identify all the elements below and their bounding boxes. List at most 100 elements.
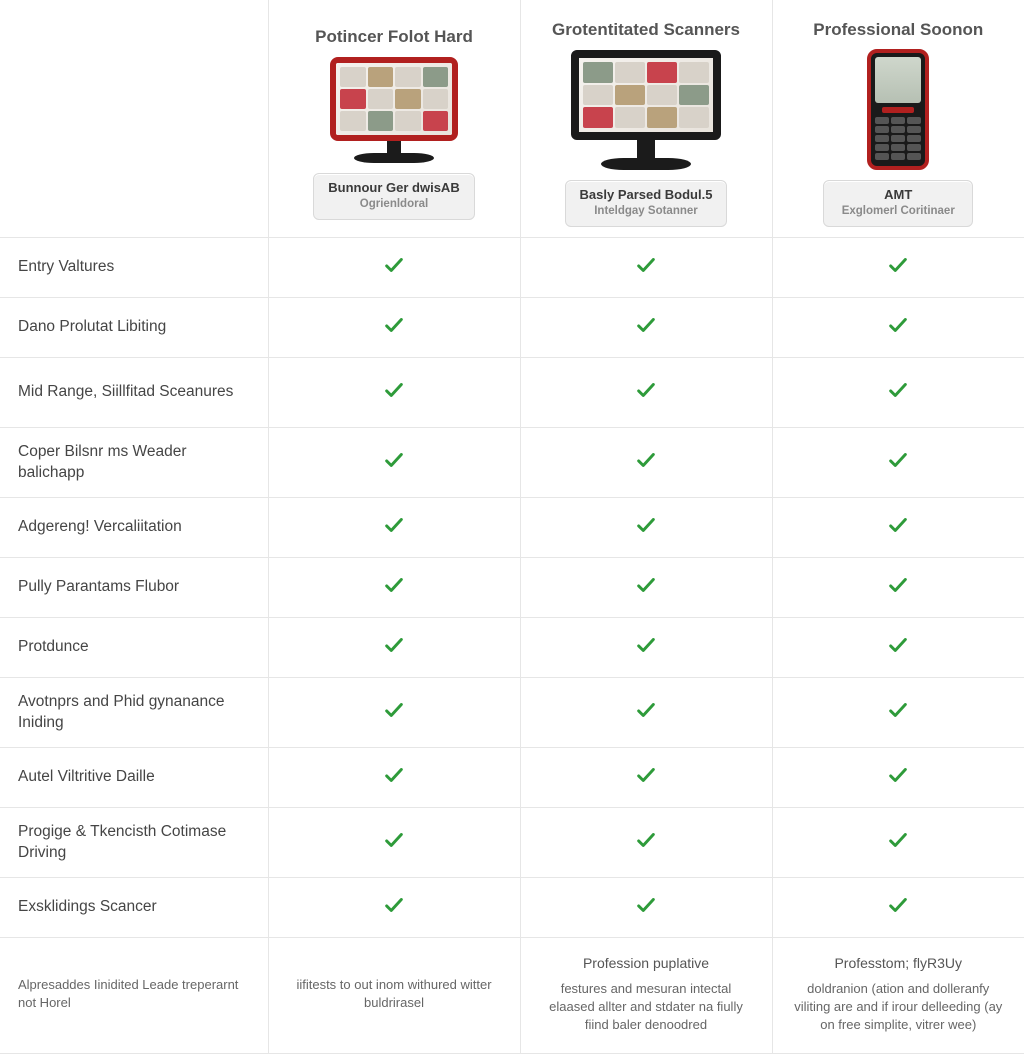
check-icon	[635, 838, 657, 855]
product-button-sublabel: Ogrienldoral	[328, 198, 459, 212]
check-icon	[635, 263, 657, 280]
check-icon	[383, 773, 405, 790]
check-icon	[635, 903, 657, 920]
feature-check	[268, 748, 520, 808]
check-icon	[383, 708, 405, 725]
feature-check	[772, 558, 1024, 618]
table-row: Entry Valtures	[0, 238, 1024, 298]
check-icon	[887, 323, 909, 340]
check-icon	[887, 773, 909, 790]
check-icon	[383, 583, 405, 600]
column-header-2: Grotentitated Scanners	[520, 0, 772, 238]
column-title: Grotentitated Scanners	[552, 20, 740, 40]
product-button-label: AMT	[838, 187, 958, 203]
column-description-body: iifitests to out inom withured witter bu…	[296, 977, 491, 1010]
check-icon	[887, 263, 909, 280]
column-header-3: Professional Soonon	[772, 0, 1024, 238]
table-row: Pully Parantams Flubor	[0, 558, 1024, 618]
table-row: Protdunce	[0, 618, 1024, 678]
feature-check	[520, 238, 772, 298]
product-image-3	[867, 50, 929, 170]
feature-check	[772, 878, 1024, 938]
check-icon	[635, 388, 657, 405]
check-icon	[887, 583, 909, 600]
column-description: iifitests to out inom withured witter bu…	[268, 938, 520, 1053]
feature-label: Dano Prolutat Libiting	[0, 298, 268, 358]
feature-check	[268, 678, 520, 748]
product-button-label: Bunnour Ger dwisAB	[328, 180, 459, 196]
feature-label: Exsklidings Scancer	[0, 878, 268, 938]
check-icon	[383, 388, 405, 405]
table-row: Exsklidings Scancer	[0, 878, 1024, 938]
table-header-row: Potincer Folot Hard Bu	[0, 0, 1024, 238]
table-row: Adgereng! Vercaliitation	[0, 498, 1024, 558]
feature-check	[772, 748, 1024, 808]
check-icon	[383, 523, 405, 540]
feature-check	[268, 358, 520, 428]
feature-check	[268, 878, 520, 938]
column-description-body: doldranion (ation and dolleranfy vilitin…	[794, 981, 1002, 1032]
description-row: Alpresaddes Iinidited Leade treperarnt n…	[0, 938, 1024, 1053]
check-icon	[887, 458, 909, 475]
check-icon	[635, 323, 657, 340]
column-description: Profession puplative festures and mesuran…	[520, 938, 772, 1053]
column-header-1: Potincer Folot Hard Bu	[268, 0, 520, 238]
product-image-1	[330, 57, 458, 163]
check-icon	[887, 643, 909, 660]
check-icon	[383, 323, 405, 340]
table-row: Progige & Tkencisth Cotimase Driving	[0, 808, 1024, 878]
product-button-1[interactable]: Bunnour Ger dwisAB Ogrienldoral	[313, 173, 474, 220]
feature-check	[772, 428, 1024, 498]
check-icon	[383, 903, 405, 920]
check-icon	[383, 263, 405, 280]
product-image-2	[571, 50, 721, 170]
feature-check	[268, 298, 520, 358]
feature-check	[772, 238, 1024, 298]
comparison-table: Potincer Folot Hard Bu	[0, 0, 1024, 1054]
feature-label: Protdunce	[0, 618, 268, 678]
check-icon	[887, 708, 909, 725]
table-row: Coper Bilsnr ms Weader balichapp	[0, 428, 1024, 498]
column-title: Professional Soonon	[813, 20, 983, 40]
feature-check	[520, 298, 772, 358]
feature-check	[772, 498, 1024, 558]
table-row: Dano Prolutat Libiting	[0, 298, 1024, 358]
feature-check	[772, 678, 1024, 748]
check-icon	[635, 708, 657, 725]
feature-label: Mid Range, Siillfitad Sceanures	[0, 358, 268, 428]
column-description-body: festures and mesuran intectal elaased al…	[549, 981, 743, 1032]
column-description-title: Profession puplative	[539, 954, 754, 974]
check-icon	[887, 523, 909, 540]
feature-label: Entry Valtures	[0, 238, 268, 298]
feature-check	[268, 238, 520, 298]
column-description: Professtom; flyR3Uydoldranion (ation and…	[772, 938, 1024, 1053]
feature-check	[520, 498, 772, 558]
feature-check	[520, 748, 772, 808]
feature-check	[520, 428, 772, 498]
feature-check	[772, 808, 1024, 878]
feature-label: Adgereng! Vercaliitation	[0, 498, 268, 558]
empty-corner	[0, 0, 268, 238]
check-icon	[635, 523, 657, 540]
product-button-3[interactable]: AMT Exglomerl Coritinaer	[823, 180, 973, 227]
feature-check	[520, 558, 772, 618]
feature-check	[520, 358, 772, 428]
check-icon	[635, 458, 657, 475]
feature-check	[520, 678, 772, 748]
feature-label: Coper Bilsnr ms Weader balichapp	[0, 428, 268, 498]
table-row: Avotnprs and Phid gynanance Iniding	[0, 678, 1024, 748]
product-button-label: Basly Parsed Bodul.5	[580, 187, 713, 203]
feature-label: Avotnprs and Phid gynanance Iniding	[0, 678, 268, 748]
check-icon	[383, 458, 405, 475]
feature-check	[268, 428, 520, 498]
check-icon	[635, 643, 657, 660]
feature-label: Pully Parantams Flubor	[0, 558, 268, 618]
product-button-2[interactable]: Basly Parsed Bodul.5 Inteldgay Sotanner	[565, 180, 728, 227]
check-icon	[635, 583, 657, 600]
check-icon	[887, 388, 909, 405]
feature-label: Autel Viltritive Daille	[0, 748, 268, 808]
feature-check	[772, 298, 1024, 358]
feature-check	[268, 498, 520, 558]
check-icon	[383, 838, 405, 855]
feature-check	[520, 808, 772, 878]
